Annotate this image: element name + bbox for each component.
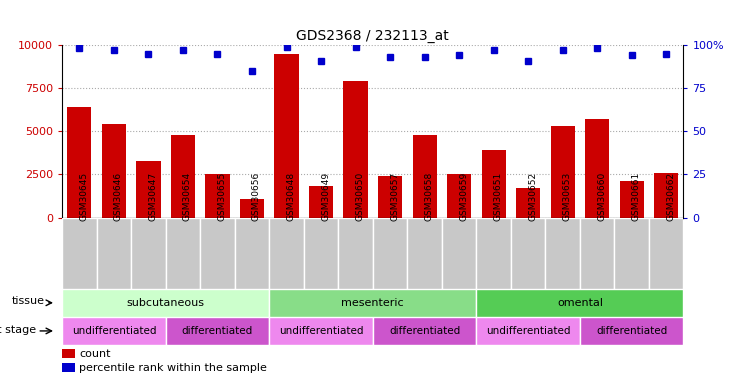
Text: GSM30662: GSM30662	[666, 172, 675, 221]
Bar	[269, 317, 373, 345]
Bar	[137, 160, 161, 218]
Bar	[545, 217, 580, 289]
Text: GSM30660: GSM30660	[597, 172, 606, 221]
Text: undifferentiated: undifferentiated	[72, 326, 156, 336]
Text: GSM30659: GSM30659	[459, 172, 468, 221]
Bar	[309, 186, 333, 218]
Bar	[442, 217, 477, 289]
Bar	[269, 217, 304, 289]
Bar	[102, 124, 126, 217]
Bar	[338, 217, 373, 289]
Text: differentiated: differentiated	[389, 326, 461, 336]
Text: differentiated: differentiated	[596, 326, 667, 336]
Bar	[373, 317, 477, 345]
Title: GDS2368 / 232113_at: GDS2368 / 232113_at	[297, 28, 449, 43]
Bar	[269, 289, 477, 317]
Bar	[62, 289, 269, 317]
Text: GSM30657: GSM30657	[390, 172, 399, 221]
Bar	[240, 198, 264, 217]
Bar	[511, 217, 545, 289]
Text: GSM30661: GSM30661	[632, 172, 640, 221]
Bar	[412, 135, 436, 218]
Text: GSM30655: GSM30655	[218, 172, 227, 221]
Bar	[477, 317, 580, 345]
Text: GSM30652: GSM30652	[528, 172, 537, 221]
Text: GSM30645: GSM30645	[80, 172, 88, 221]
Bar	[407, 217, 442, 289]
Text: percentile rank within the sample: percentile rank within the sample	[79, 363, 267, 373]
Text: tissue: tissue	[12, 296, 45, 306]
Text: subcutaneous: subcutaneous	[126, 298, 205, 308]
Bar	[550, 126, 575, 218]
Bar	[67, 107, 91, 218]
Text: undifferentiated: undifferentiated	[279, 326, 363, 336]
Text: GSM30653: GSM30653	[563, 172, 572, 221]
Bar	[166, 317, 269, 345]
Bar	[62, 317, 166, 345]
Text: GSM30658: GSM30658	[425, 172, 433, 221]
Text: GSM30648: GSM30648	[287, 172, 295, 221]
Text: GSM30647: GSM30647	[148, 172, 157, 221]
Text: omental: omental	[557, 298, 603, 308]
Text: count: count	[79, 349, 110, 359]
Bar	[482, 150, 506, 217]
Text: GSM30646: GSM30646	[114, 172, 123, 221]
Bar	[378, 176, 402, 218]
Bar	[205, 174, 230, 217]
Bar	[166, 217, 200, 289]
Text: undifferentiated: undifferentiated	[486, 326, 570, 336]
Bar	[62, 217, 96, 289]
Text: GSM30656: GSM30656	[252, 172, 261, 221]
Bar	[200, 217, 235, 289]
Bar	[96, 217, 131, 289]
Bar	[580, 317, 683, 345]
Bar	[580, 217, 615, 289]
Bar	[620, 181, 644, 218]
Bar	[447, 174, 471, 217]
Text: differentiated: differentiated	[182, 326, 253, 336]
Bar	[615, 217, 649, 289]
Bar	[516, 188, 540, 218]
Bar	[304, 217, 338, 289]
Bar	[477, 217, 511, 289]
Bar	[274, 54, 298, 217]
Text: development stage: development stage	[0, 324, 36, 334]
Bar	[235, 217, 269, 289]
Bar	[62, 349, 75, 358]
Bar	[654, 172, 678, 217]
Bar	[171, 135, 195, 218]
Bar	[649, 217, 683, 289]
Text: GSM30649: GSM30649	[321, 172, 330, 221]
Text: GSM30651: GSM30651	[493, 172, 503, 221]
Bar	[131, 217, 166, 289]
Bar	[477, 289, 683, 317]
Bar	[373, 217, 407, 289]
Text: GSM30654: GSM30654	[183, 172, 192, 221]
Bar	[344, 81, 368, 218]
Bar	[62, 363, 75, 372]
Text: mesenteric: mesenteric	[341, 298, 404, 308]
Bar	[585, 119, 609, 218]
Text: GSM30650: GSM30650	[355, 172, 365, 221]
